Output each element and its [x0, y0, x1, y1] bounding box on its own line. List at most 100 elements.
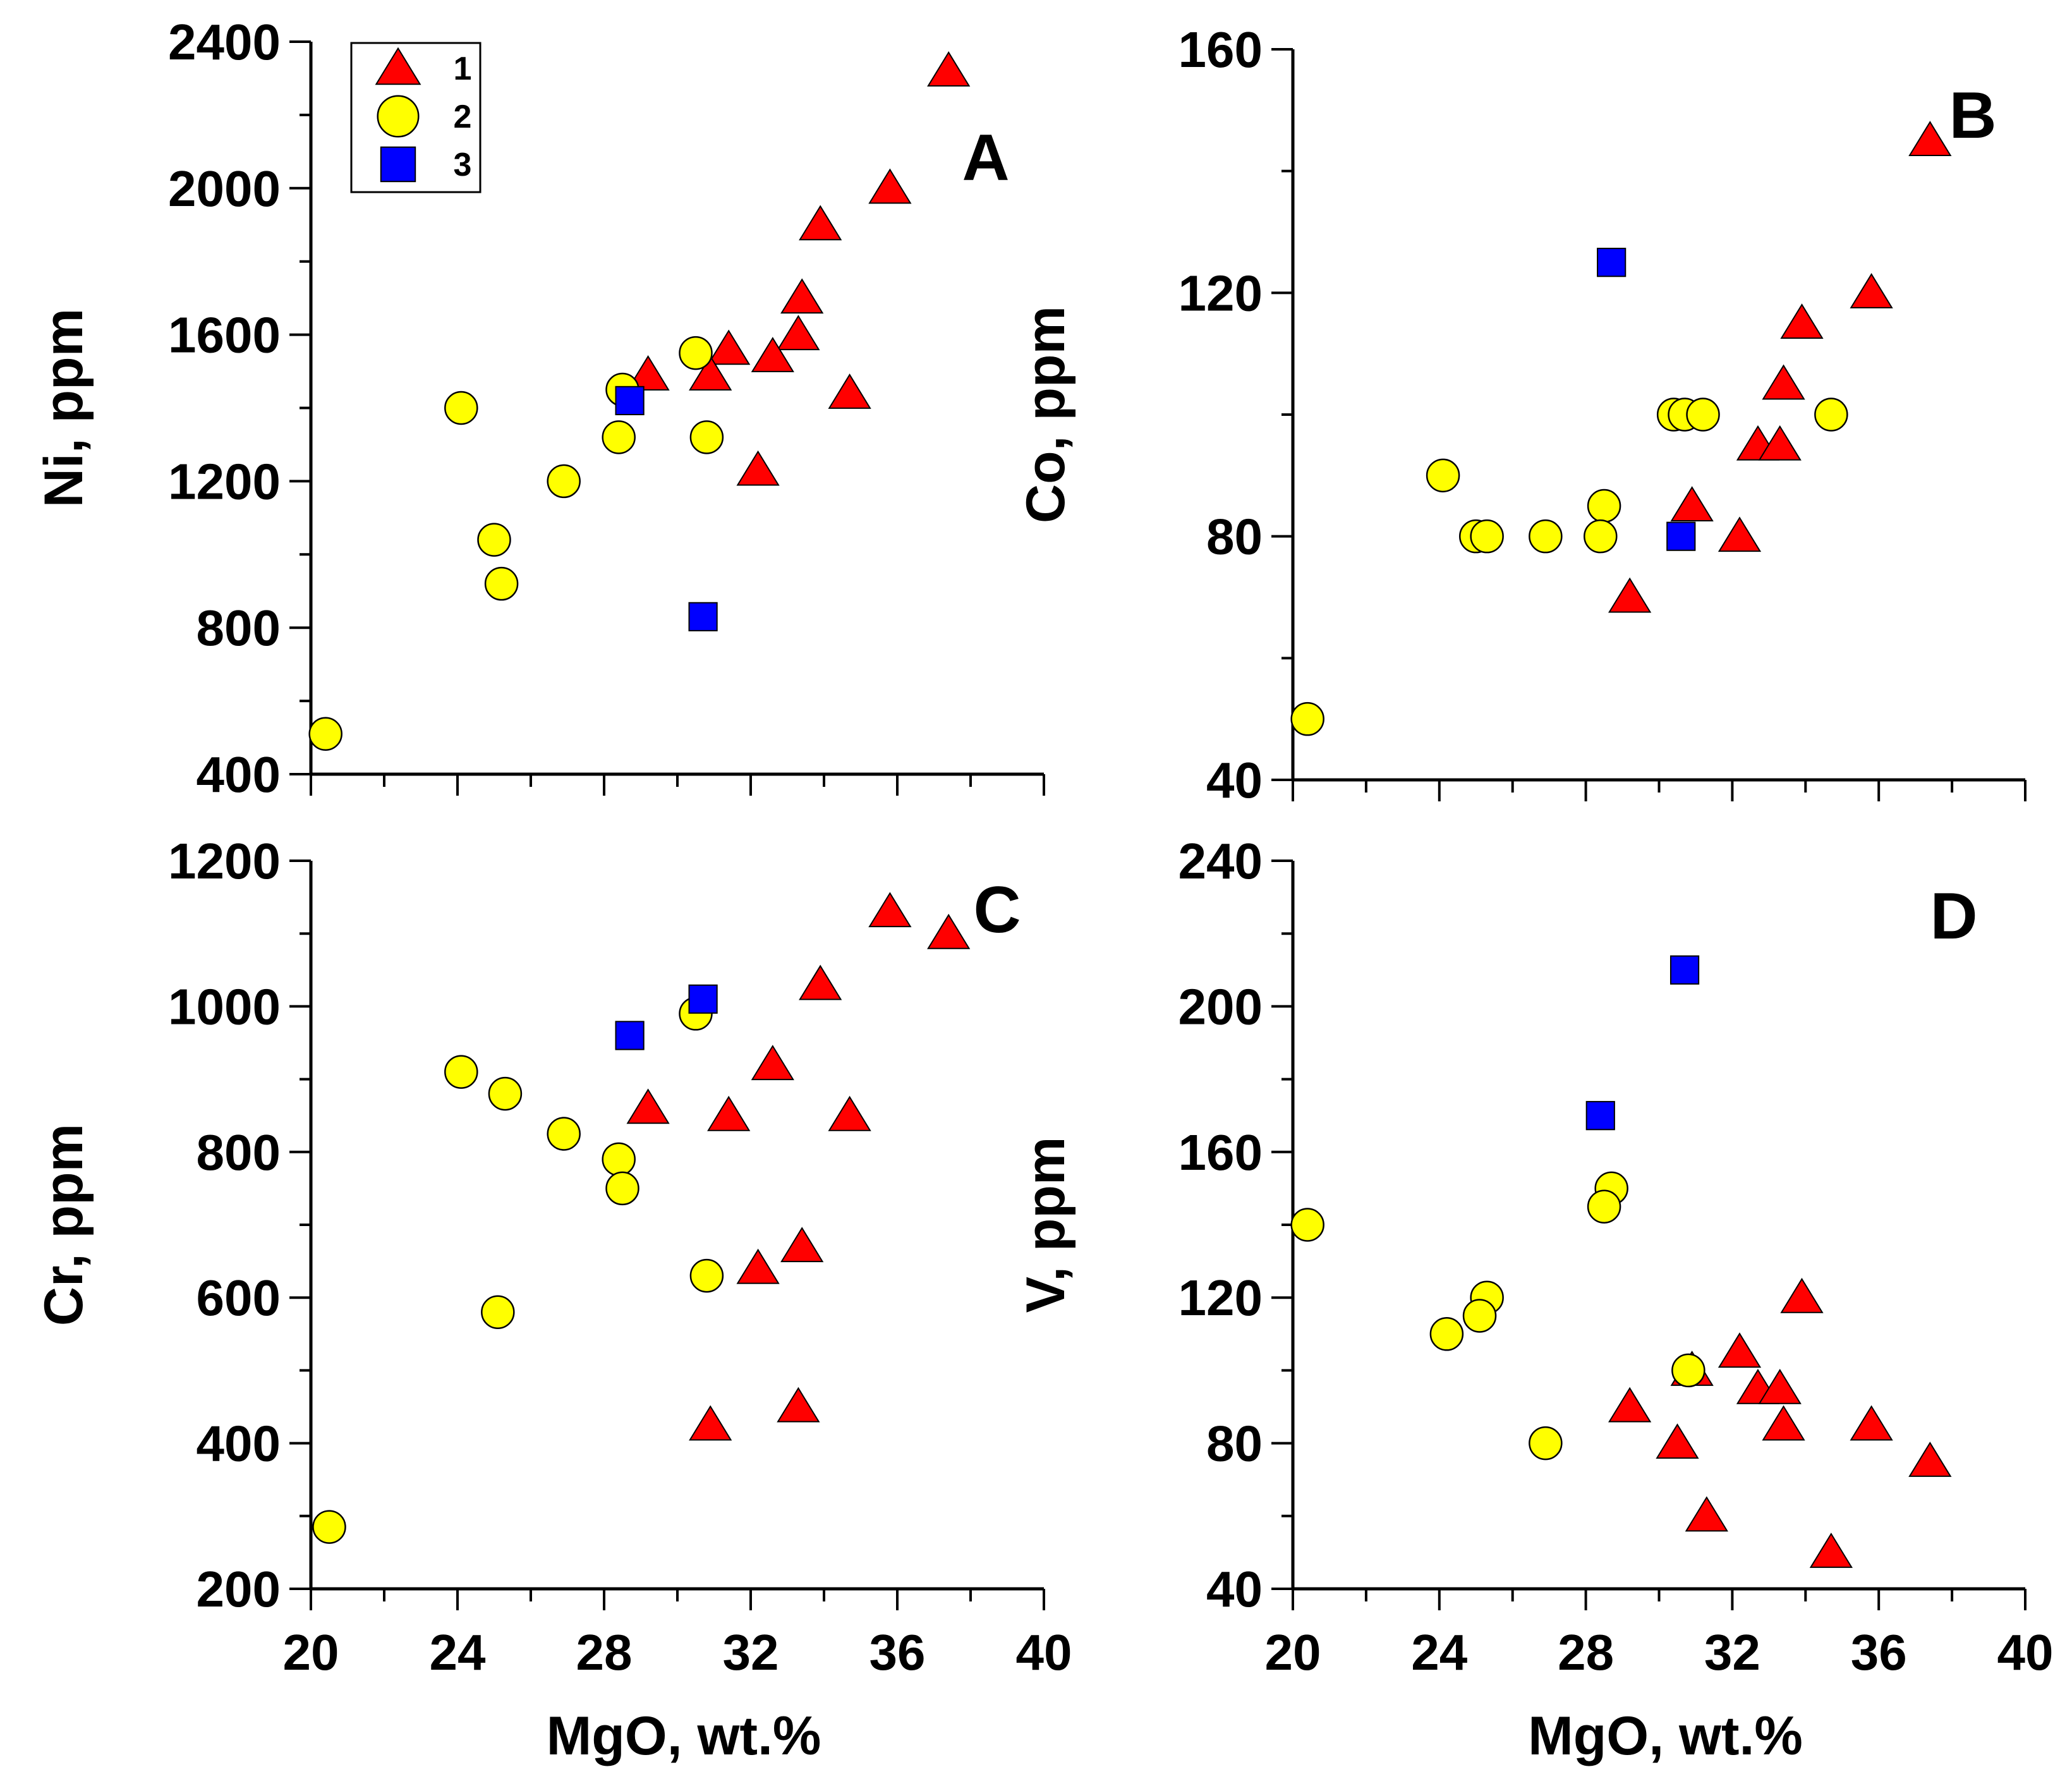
data-point-series-2-circle-marker [1671, 1353, 1705, 1388]
data-point-series-2-circle-marker [1686, 398, 1720, 432]
x-tick-label: 32 [1704, 1624, 1760, 1680]
legend-label: 1 [454, 51, 472, 87]
data-point-series-1-triangle-marker [1608, 1387, 1652, 1423]
data-point-series-3-square-marker [615, 386, 645, 416]
y-tick-label: 80 [1206, 1416, 1263, 1472]
x-tick-label: 28 [1558, 1624, 1614, 1680]
data-point-series-1-triangle-marker [828, 1095, 871, 1131]
data-point-series-1-triangle-marker [626, 1088, 670, 1124]
x-tick-label: 40 [1016, 1624, 1072, 1680]
data-point-series-2-circle-marker [1584, 519, 1618, 554]
data-point-series-2-circle-marker [689, 420, 724, 454]
data-point-series-2-circle-marker [1529, 519, 1563, 554]
x-tick-label: 28 [576, 1624, 633, 1680]
legend: 1 2 3 [350, 42, 482, 193]
data-point-series-1-triangle-marker [1780, 1277, 1824, 1313]
y-tick-label: 80 [1206, 509, 1263, 565]
data-point-series-1-triangle-marker [1809, 1533, 1853, 1568]
legend-label: 2 [454, 99, 472, 135]
data-point-series-1-triangle-marker [828, 374, 871, 409]
data-point-series-1-triangle-marker [689, 355, 732, 391]
data-point-series-2-circle-marker [602, 1142, 636, 1177]
data-point-series-1-triangle-marker [1762, 1405, 1805, 1441]
legend-circle-marker [377, 95, 420, 138]
y-axis-title: V, ppm [1015, 1137, 1076, 1313]
panel-c: 200 400 600 800 1000 1200 20 24 28 32 36 40 Cr, ppm M… [33, 833, 1072, 1766]
y-tick-label: 1000 [168, 978, 281, 1035]
data-point-series-2-circle-marker [679, 336, 713, 370]
data-point-series-1-triangle-marker [736, 1248, 780, 1284]
legend-triangle-marker [375, 47, 421, 85]
y-tick-label: 400 [197, 746, 281, 803]
data-point-series-1-triangle-marker [927, 913, 971, 949]
y-tick-label: 200 [1178, 978, 1263, 1035]
data-point-series-2-circle-marker [1290, 1208, 1324, 1242]
data-point-series-1-triangle-marker [1762, 364, 1805, 400]
data-point-series-2-circle-marker [308, 717, 342, 751]
y-tick-label: 800 [197, 600, 281, 656]
data-point-series-1-triangle-marker [1850, 273, 1893, 308]
data-point-series-2-circle-marker [1814, 398, 1848, 432]
data-point-series-2-circle-marker [1587, 1189, 1621, 1224]
data-point-series-2-circle-marker [1470, 519, 1504, 554]
data-point-series-1-triangle-marker [780, 1227, 824, 1263]
data-point-series-1-triangle-marker [626, 355, 670, 391]
data-point-series-2-circle-marker [477, 523, 511, 557]
y-tick-label: 120 [1178, 265, 1263, 321]
y-tick-label: 40 [1206, 1561, 1263, 1617]
y-tick-label: 40 [1206, 752, 1263, 808]
data-point-series-2-circle-marker [547, 1117, 581, 1151]
data-point-series-1-triangle-marker [799, 205, 842, 241]
data-point-series-2-circle-marker [484, 566, 519, 601]
data-point-series-2-circle-marker [481, 1295, 515, 1329]
data-point-series-1-triangle-marker [1908, 1442, 1952, 1477]
x-axis-title: MgO, wt.% [1528, 1706, 1803, 1766]
data-point-series-2-circle-marker [1462, 1299, 1497, 1333]
data-point-series-2-circle-marker [312, 1510, 346, 1544]
data-point-series-1-triangle-marker [868, 892, 912, 928]
legend-square-marker [380, 146, 416, 183]
y-tick-label: 600 [197, 1270, 281, 1326]
data-point-series-2-circle-marker [605, 1171, 639, 1206]
x-tick-label: 36 [1851, 1624, 1907, 1680]
data-point-series-2-circle-marker [1529, 1426, 1563, 1461]
x-tick-label: 24 [430, 1624, 486, 1680]
data-point-series-1-triangle-marker [751, 337, 794, 372]
data-point-series-3-square-marker [1597, 248, 1627, 277]
y-tick-label: 200 [197, 1561, 281, 1617]
data-point-series-1-triangle-marker [1758, 1368, 1802, 1404]
data-point-series-3-square-marker [615, 1021, 645, 1050]
panel-letter: D [1930, 880, 1977, 953]
data-point-series-1-triangle-marker [1608, 577, 1652, 613]
data-point-series-2-circle-marker [488, 1076, 523, 1111]
data-point-series-3-square-marker [1669, 955, 1700, 985]
data-point-series-1-triangle-marker [707, 329, 751, 365]
data-point-series-2-circle-marker [689, 1258, 724, 1293]
chart-root: 400 800 1200 1600 2000 2400 Ni, ppm A 1 2 3 40 80 120… [33, 14, 2053, 1766]
y-tick-label: 1200 [168, 453, 281, 509]
x-tick-label: 40 [1997, 1624, 2054, 1680]
data-point-series-1-triangle-marker [799, 964, 842, 1000]
data-point-series-1-triangle-marker [1685, 1496, 1728, 1532]
x-tick-label: 20 [1265, 1624, 1321, 1680]
x-tick-label: 20 [283, 1624, 339, 1680]
data-point-series-1-triangle-marker [1758, 425, 1802, 461]
x-axis-title: MgO, wt.% [547, 1706, 821, 1766]
y-tick-label: 160 [1178, 1124, 1263, 1181]
y-axis-title: Ni, ppm [33, 308, 94, 507]
data-point-series-2-circle-marker [1429, 1317, 1464, 1351]
data-point-series-3-square-marker [1666, 521, 1696, 551]
y-tick-label: 1200 [168, 833, 281, 889]
data-point-series-2-circle-marker [1426, 458, 1460, 493]
data-point-series-2-circle-marker [444, 1055, 478, 1089]
data-point-series-2-circle-marker [1587, 489, 1621, 523]
data-point-series-1-triangle-marker [689, 1405, 732, 1441]
data-point-series-1-triangle-marker [927, 51, 971, 87]
data-point-series-3-square-marker [688, 984, 718, 1014]
data-point-series-1-triangle-marker [1780, 303, 1824, 339]
y-tick-label: 2000 [168, 161, 281, 217]
data-point-series-1-triangle-marker [777, 315, 820, 351]
panel-letter: A [962, 121, 1009, 195]
data-point-series-2-circle-marker [1290, 702, 1324, 736]
